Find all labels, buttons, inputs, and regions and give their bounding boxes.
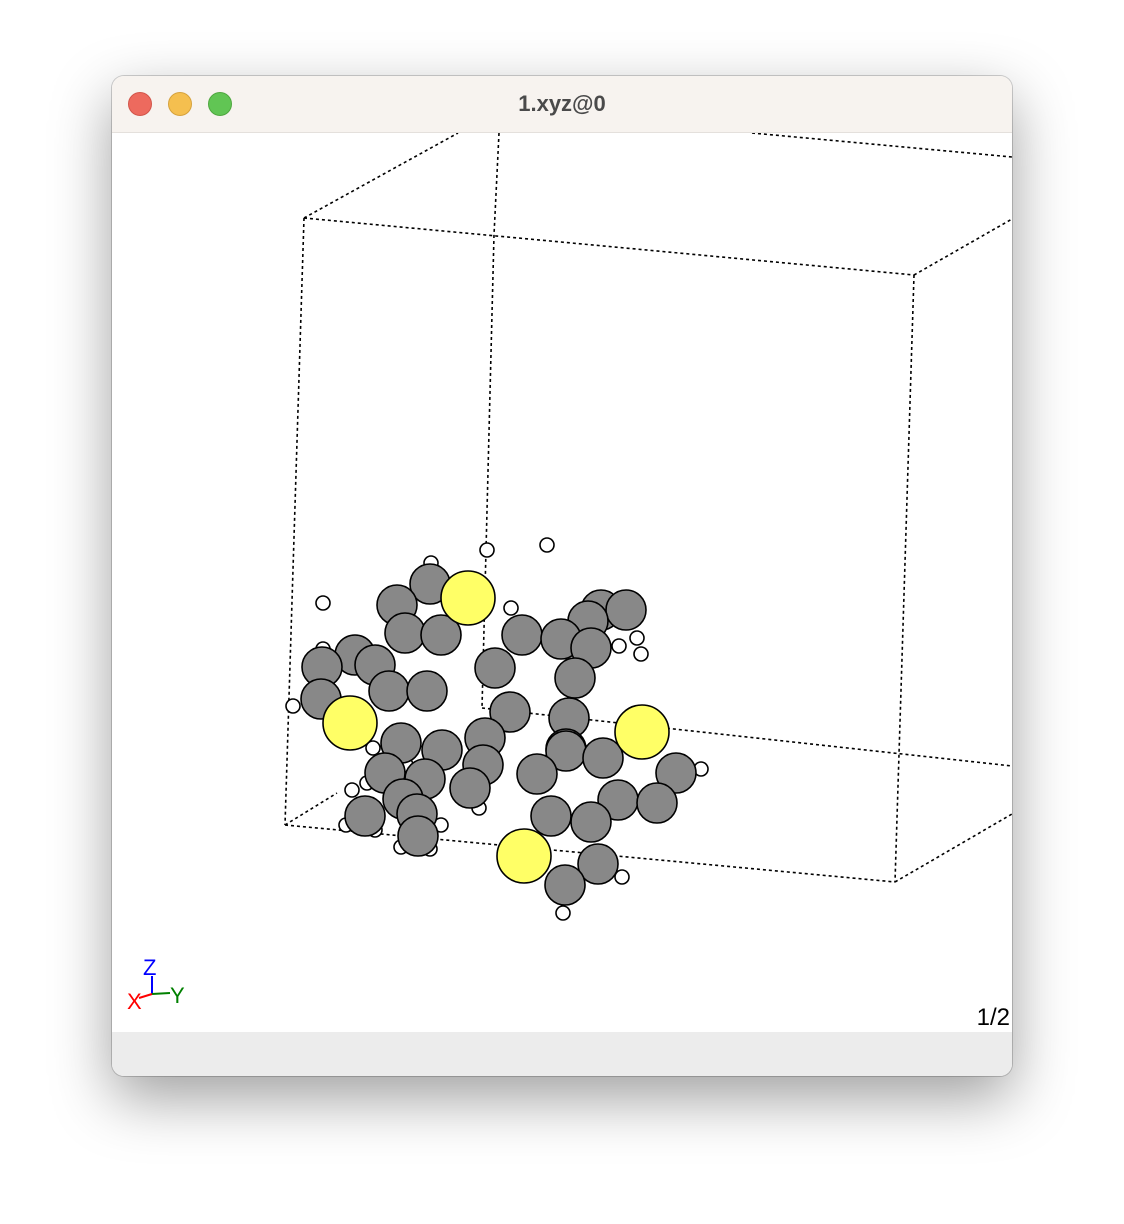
title-bar[interactable]: 1.xyz@0 [112, 76, 1012, 133]
cell-edge [303, 217, 915, 276]
app-window: 1.xyz@0 Z Y X 1/2 [112, 76, 1012, 1076]
sulfur-atom[interactable] [322, 695, 378, 751]
carbon-atom[interactable] [636, 782, 678, 824]
carbon-atom[interactable] [449, 767, 491, 809]
window-title: 1.xyz@0 [518, 91, 606, 116]
cell-edge [481, 707, 1012, 767]
carbon-atom[interactable] [570, 801, 612, 843]
carbon-atom[interactable] [501, 614, 543, 656]
sulfur-atom[interactable] [440, 570, 496, 626]
hydrogen-atom[interactable] [614, 869, 630, 885]
cell-edge [894, 274, 915, 883]
structure-viewport[interactable]: Z Y X 1/2 [112, 133, 1012, 1032]
cell-edge [913, 218, 1012, 276]
close-button[interactable] [128, 92, 152, 116]
carbon-atom[interactable] [397, 815, 439, 857]
hydrogen-atom[interactable] [479, 542, 495, 558]
molecule[interactable] [285, 537, 709, 921]
cell-edge [303, 133, 459, 219]
carbon-atom[interactable] [420, 614, 462, 656]
hydrogen-atom[interactable] [344, 782, 360, 798]
axis-indicator: Z Y X [127, 955, 185, 1014]
hydrogen-atom[interactable] [315, 595, 331, 611]
hydrogen-atom[interactable] [629, 630, 645, 646]
status-bar [112, 1032, 1012, 1076]
cell-edge [493, 133, 500, 236]
hydrogen-atom[interactable] [633, 646, 649, 662]
carbon-atom[interactable] [406, 670, 448, 712]
hydrogen-atom[interactable] [365, 740, 381, 756]
minimize-button[interactable] [168, 92, 192, 116]
carbon-atom[interactable] [489, 691, 531, 733]
carbon-atom[interactable] [577, 843, 619, 885]
frame-counter: 1/2 [976, 1004, 1010, 1031]
zoom-button[interactable] [208, 92, 232, 116]
hydrogen-atom[interactable] [503, 600, 519, 616]
carbon-atom[interactable] [544, 864, 586, 906]
carbon-atom[interactable] [474, 647, 516, 689]
carbon-atom[interactable] [582, 737, 624, 779]
cell-edge [284, 792, 338, 826]
carbon-atom[interactable] [368, 670, 410, 712]
carbon-atom[interactable] [516, 753, 558, 795]
hydrogen-atom[interactable] [555, 905, 571, 921]
carbon-atom[interactable] [344, 795, 386, 837]
axis-y-label: Y [170, 983, 185, 1008]
hydrogen-atom[interactable] [611, 638, 627, 654]
hydrogen-atom[interactable] [285, 698, 301, 714]
cell-edge [284, 217, 305, 826]
cell-edge [894, 813, 1012, 883]
carbon-atom[interactable] [655, 752, 697, 794]
sulfur-atom[interactable] [496, 828, 552, 884]
axis-y-line [151, 992, 171, 995]
carbon-atom[interactable] [530, 795, 572, 837]
axis-x-line [138, 993, 153, 999]
hydrogen-atom[interactable] [539, 537, 555, 553]
cell-edge [481, 234, 495, 709]
sulfur-atom[interactable] [614, 704, 670, 760]
carbon-atom[interactable] [384, 612, 426, 654]
cell-edge [751, 133, 1012, 158]
axis-x-label: X [127, 989, 142, 1014]
carbon-atom[interactable] [554, 657, 596, 699]
carbon-atom[interactable] [605, 589, 647, 631]
axis-z-label: Z [143, 955, 156, 980]
molecule-canvas[interactable]: Z Y X [112, 133, 1012, 1032]
